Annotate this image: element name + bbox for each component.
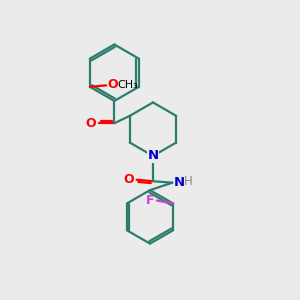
Text: N: N (174, 176, 185, 189)
Text: H: H (184, 175, 193, 188)
Text: N: N (147, 149, 158, 162)
Text: CH₃: CH₃ (118, 80, 138, 90)
Text: O: O (86, 117, 97, 130)
Text: O: O (124, 173, 134, 186)
Text: F: F (146, 194, 154, 207)
Text: O: O (108, 78, 118, 91)
